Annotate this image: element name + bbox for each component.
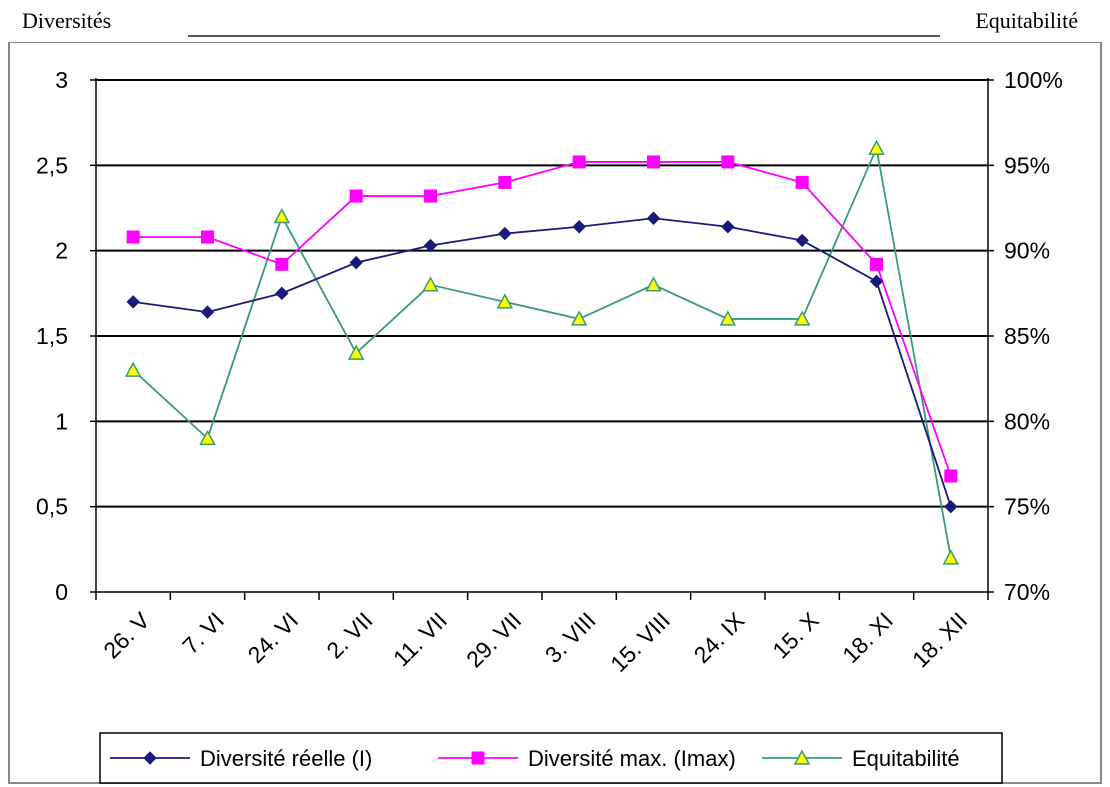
data-point-diamond xyxy=(572,220,586,234)
left-tick-label: 1 xyxy=(55,408,68,434)
legend-label: Diversité max. (Imax) xyxy=(528,746,736,771)
left-tick-label: 2 xyxy=(55,238,68,264)
data-point-diamond xyxy=(646,211,661,225)
data-point-square xyxy=(201,230,214,244)
data-point-square xyxy=(498,175,512,189)
series-line xyxy=(133,161,952,477)
data-point-triangle xyxy=(645,276,662,292)
series-line xyxy=(133,217,952,507)
data-point-square xyxy=(572,155,586,169)
data-point-triangle xyxy=(496,293,514,309)
data-point-diamond xyxy=(869,274,884,289)
data-point-square xyxy=(349,189,363,203)
series-2 xyxy=(124,139,960,565)
data-point-triangle xyxy=(719,310,737,326)
left-tick-label: 0 xyxy=(55,579,68,605)
right-tick-label: 100% xyxy=(1004,67,1063,93)
series-1 xyxy=(126,155,958,483)
data-point-triangle xyxy=(868,139,885,156)
data-point-triangle xyxy=(347,344,365,360)
data-point-square xyxy=(471,751,485,765)
legend-label: Diversité réelle (I) xyxy=(200,746,372,771)
data-point-triangle xyxy=(273,207,291,224)
axes xyxy=(90,78,994,600)
data-point-diamond xyxy=(200,305,215,319)
data-point-triangle xyxy=(422,276,439,292)
right-axis-title: Equitabilité xyxy=(975,8,1078,33)
data-point-diamond xyxy=(349,255,363,270)
left-tick-label: 2,5 xyxy=(36,152,68,178)
data-point-diamond xyxy=(721,220,735,234)
right-tick-label: 75% xyxy=(1004,494,1050,520)
data-point-triangle xyxy=(942,549,960,565)
left-axis-title: Diversités xyxy=(22,8,111,33)
data-point-square xyxy=(944,469,958,483)
data-point-diamond xyxy=(275,286,289,301)
legend: Diversité réelle (I) Diversité max. (Imax… xyxy=(110,746,960,771)
data-point-triangle xyxy=(199,429,216,446)
right-tick-label: 70% xyxy=(1004,579,1050,605)
right-tick-label: 95% xyxy=(1004,152,1050,178)
data-point-square xyxy=(795,175,809,189)
left-tick-label: 0,5 xyxy=(36,494,68,520)
data-point-triangle xyxy=(793,310,811,326)
data-point-square xyxy=(870,257,883,271)
left-tick-label: 3 xyxy=(55,67,68,93)
data-point-square xyxy=(424,189,437,203)
data-point-triangle xyxy=(793,749,811,765)
data-point-diamond xyxy=(498,226,512,241)
left-tick-label: 1,5 xyxy=(36,323,68,349)
series-line xyxy=(132,145,952,559)
right-tick-labels: 70% 75% 80% 85% 90% 95% 100% xyxy=(1004,67,1063,605)
data-point-diamond xyxy=(423,238,438,253)
data-point-diamond xyxy=(126,295,140,309)
data-point-triangle xyxy=(124,361,142,377)
legend-item: Equitabilité xyxy=(762,746,960,771)
chart-frame xyxy=(8,41,1102,784)
right-tick-label: 85% xyxy=(1004,323,1050,349)
left-tick-labels: 0 0,5 1 1,5 2 2,5 3 xyxy=(36,67,68,605)
data-point-square xyxy=(647,155,660,169)
gridlines xyxy=(96,79,988,508)
series xyxy=(124,139,960,565)
legend-item: Diversité réelle (I) xyxy=(110,746,372,771)
data-point-square xyxy=(126,230,140,244)
right-tick-label: 80% xyxy=(1004,408,1050,434)
legend-box xyxy=(99,732,1003,784)
series-0 xyxy=(126,211,958,514)
data-point-square xyxy=(721,155,735,169)
right-tick-label: 90% xyxy=(1004,238,1050,264)
data-point-square xyxy=(275,257,289,271)
data-point-triangle xyxy=(570,310,588,326)
data-point-diamond xyxy=(944,499,958,514)
legend-label: Equitabilité xyxy=(852,746,960,771)
legend-item: Diversité max. (Imax) xyxy=(438,746,736,771)
data-point-diamond xyxy=(143,751,157,765)
data-point-diamond xyxy=(795,233,809,248)
